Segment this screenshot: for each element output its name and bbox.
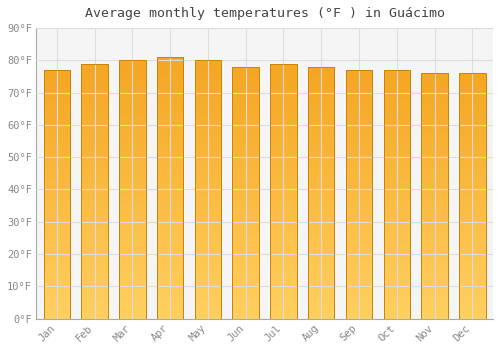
Title: Average monthly temperatures (°F ) in Guácimo: Average monthly temperatures (°F ) in Gu… [84,7,444,20]
Bar [422,73,448,318]
Bar [270,64,296,318]
Bar [346,70,372,318]
Bar [232,67,259,318]
Bar [119,60,146,318]
Bar [459,73,485,318]
Bar [82,64,108,318]
Bar [384,70,410,318]
Bar [194,60,221,318]
Bar [308,67,334,318]
Bar [157,57,184,318]
Bar [44,70,70,318]
